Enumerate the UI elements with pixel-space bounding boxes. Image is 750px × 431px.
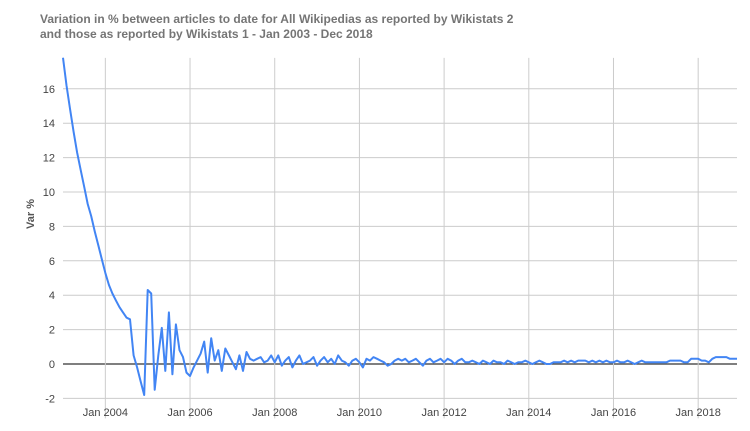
y-tick-label: 12 bbox=[43, 153, 55, 165]
y-tick-label: 10 bbox=[43, 187, 55, 199]
x-tick-label: Jan 2014 bbox=[506, 407, 551, 419]
y-tick-label: 6 bbox=[49, 256, 55, 268]
x-tick-label: Jan 2012 bbox=[421, 407, 466, 419]
y-tick-label: 14 bbox=[43, 118, 55, 130]
x-tick-label: Jan 2018 bbox=[676, 407, 721, 419]
y-tick-label: 0 bbox=[49, 359, 55, 371]
x-tick-label: Jan 2006 bbox=[167, 407, 212, 419]
chart-title: Variation in % between articles to date … bbox=[40, 12, 513, 42]
y-tick-label: -2 bbox=[45, 393, 55, 405]
y-tick-label: 16 bbox=[43, 84, 55, 96]
chart-title-line-1: Variation in % between articles to date … bbox=[40, 12, 514, 26]
series-line bbox=[62, 57, 737, 396]
y-tick-label: 4 bbox=[49, 290, 55, 302]
x-tick-label: Jan 2010 bbox=[337, 407, 382, 419]
x-tick-label: Jan 2008 bbox=[252, 407, 297, 419]
chart-title-line-2: and those as reported by Wikistats 1 - J… bbox=[40, 27, 373, 41]
y-tick-label: 2 bbox=[49, 325, 55, 337]
x-tick-label: Jan 2004 bbox=[83, 407, 128, 419]
y-tick-label: 8 bbox=[49, 221, 55, 233]
y-axis-label: Var % bbox=[25, 199, 37, 229]
x-tick-label: Jan 2016 bbox=[591, 407, 636, 419]
